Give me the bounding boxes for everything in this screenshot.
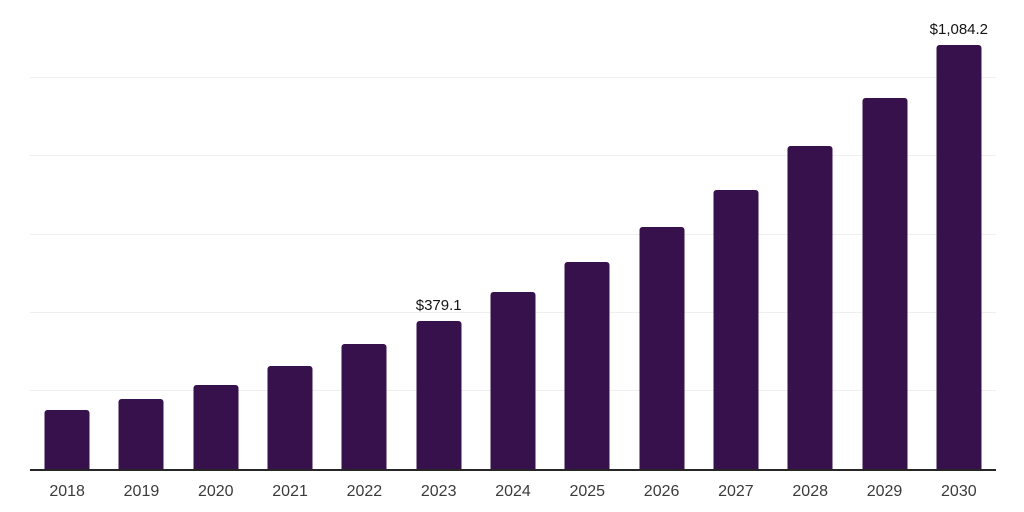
x-axis-tick-label: 2027 xyxy=(718,483,754,500)
bar-group: $379.1 2023 xyxy=(402,0,476,499)
x-axis-tick-label: 2030 xyxy=(941,483,977,500)
bar-group: 2028 xyxy=(773,0,847,500)
bar xyxy=(862,97,908,469)
bar xyxy=(416,320,462,469)
x-axis-tick-label: 2028 xyxy=(792,483,828,500)
bar xyxy=(787,146,833,469)
bar-group: 2021 xyxy=(253,0,327,500)
bar xyxy=(564,261,610,469)
bar-value-label: $1,084.2 xyxy=(929,21,989,39)
x-axis-tick-label: 2021 xyxy=(272,483,308,500)
bar-group: 2025 xyxy=(550,0,624,500)
x-axis-tick-label: 2029 xyxy=(866,483,903,500)
x-axis-tick-label: 2020 xyxy=(197,483,234,500)
bar xyxy=(490,291,536,469)
x-axis-tick-label: 2025 xyxy=(569,483,606,500)
plot-area: 2018 2019 2020 2021 2022 $379.1 2023 202… xyxy=(30,0,996,500)
bar xyxy=(193,384,239,469)
bar-group: 2022 xyxy=(327,0,401,500)
x-axis-tick-label: 2026 xyxy=(643,483,680,500)
x-axis-tick-label: 2024 xyxy=(495,483,531,500)
gridline xyxy=(30,155,996,157)
bar-value-label: $379.1 xyxy=(415,296,462,314)
bar xyxy=(341,344,387,469)
bar-group: 2019 xyxy=(104,0,178,500)
bar xyxy=(639,226,685,469)
bar xyxy=(44,409,90,469)
bar xyxy=(713,190,759,469)
gridline xyxy=(30,77,996,79)
bar-group: 2024 xyxy=(476,0,550,500)
bar-group: 2027 xyxy=(699,0,773,500)
bar-group: 2018 xyxy=(30,0,104,500)
gridline xyxy=(30,233,996,235)
bar xyxy=(118,399,164,469)
bar-group: 2029 xyxy=(847,0,921,500)
x-axis-tick-label: 2018 xyxy=(49,483,85,500)
bar xyxy=(936,45,982,469)
bar-group: 2020 xyxy=(179,0,253,500)
bar xyxy=(267,366,313,469)
bar-group: $1,084.2 2030 xyxy=(922,0,996,500)
bar-group: 2026 xyxy=(624,0,698,500)
x-axis-tick-label: 2023 xyxy=(420,483,457,500)
x-axis-tick-label: 2019 xyxy=(123,483,160,500)
x-axis-tick-label: 2022 xyxy=(346,483,383,500)
